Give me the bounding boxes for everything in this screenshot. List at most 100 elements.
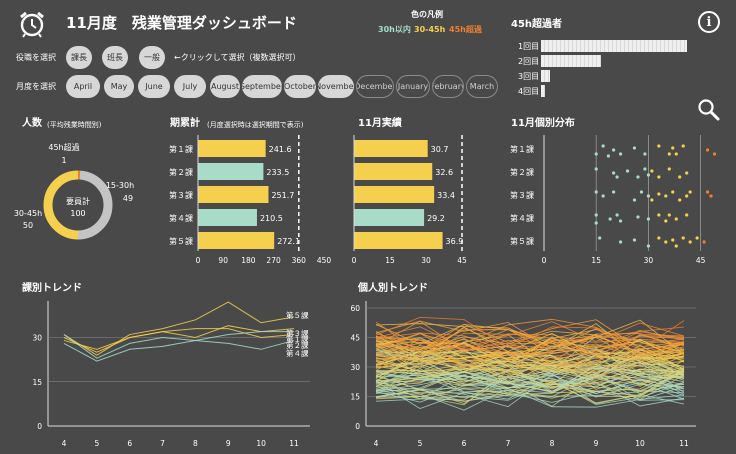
- axis-tick-label: 7: [160, 439, 165, 448]
- search-icon[interactable]: [697, 98, 721, 122]
- person-line: [375, 334, 685, 369]
- axis-tick-label: 30: [644, 256, 654, 265]
- month-filter: April May June July August September October No…: [66, 75, 506, 98]
- month-button-january[interactable]: January: [396, 75, 430, 98]
- axis-tick-label: 6: [462, 439, 467, 448]
- person-line: [375, 365, 685, 392]
- info-icon[interactable]: i: [698, 11, 720, 33]
- scatter-point: [594, 152, 598, 156]
- scatter-point: [608, 217, 612, 221]
- role-button-1[interactable]: 課長: [66, 46, 92, 69]
- axis-tick-label: 6: [127, 439, 132, 448]
- scatter-point: [639, 190, 644, 194]
- axis-tick-label: 9: [594, 439, 599, 448]
- bar-value-label: 272.1: [277, 237, 300, 246]
- role-button-3[interactable]: 一般: [139, 46, 165, 69]
- scatter-point: [606, 154, 610, 158]
- axis-tick-label: 10: [256, 439, 266, 448]
- person-line: [375, 321, 685, 349]
- donut-slice: [77, 170, 113, 240]
- bar-value-label: 233.5: [266, 168, 289, 177]
- person-line: [375, 319, 685, 355]
- donut-slice-label: 15-30h: [106, 181, 134, 190]
- scatter-point: [632, 198, 637, 202]
- axis-tick-label: 4: [374, 439, 379, 448]
- axis-tick-label: 60: [350, 304, 360, 313]
- donut-slice-label: 45h超過: [48, 142, 79, 152]
- bar: [354, 186, 435, 203]
- axis-tick-label: 15: [385, 256, 395, 265]
- alarm-clock-icon: [20, 11, 44, 38]
- bar: [198, 140, 266, 157]
- scatter-point: [678, 175, 682, 179]
- axis-tick-label: 5: [418, 439, 423, 448]
- donut-center-label: 要員計: [66, 196, 90, 206]
- november-bar-chart: 30.7 32.6 33.4 29.2 36.9 0 15 30 45: [352, 135, 467, 265]
- month-button-may[interactable]: May: [104, 75, 134, 98]
- axis-tick-label: 5: [94, 439, 99, 448]
- month-button-june[interactable]: June: [138, 75, 170, 98]
- person-line: [375, 343, 685, 373]
- axis-tick-label: 45: [457, 256, 467, 265]
- month-button-march[interactable]: March: [466, 75, 498, 98]
- axis-tick-label: 45: [350, 334, 360, 343]
- month-button-september[interactable]: September: [242, 75, 282, 98]
- over45-title: 45h超過者: [511, 19, 563, 30]
- role-button-2[interactable]: 班長: [102, 46, 128, 69]
- axis-tick-label: 360: [292, 256, 307, 265]
- month-button-april[interactable]: April: [66, 75, 100, 98]
- person-line: [375, 321, 685, 354]
- person-line: [375, 354, 685, 390]
- donut-slice-value: 49: [123, 194, 133, 203]
- headcount-donut-chart: 要員計 100 45h超過 1 15-30h 49 30-45h 50: [14, 142, 134, 240]
- person-line: [375, 326, 685, 361]
- scatter-point: [667, 152, 671, 156]
- scatter-point: [678, 198, 682, 202]
- axis-tick-label: 11: [679, 439, 689, 448]
- month-button-october[interactable]: October: [284, 75, 316, 98]
- axis-tick-label: 15: [591, 256, 601, 265]
- scatter-point: [685, 171, 689, 175]
- axis-tick-label: 0: [37, 422, 42, 431]
- scatter-point: [646, 173, 650, 177]
- over45-chart: 1回目 2回目 3回目 4回目: [515, 40, 695, 98]
- scatter-point: [681, 144, 685, 148]
- scatter-point: [612, 171, 616, 175]
- dept-trend-title: 課別トレンド: [22, 283, 82, 294]
- scatter-point: [702, 240, 706, 244]
- month-button-february[interactable]: February: [432, 75, 464, 98]
- scatter-point: [657, 192, 661, 196]
- axis-tick-label: 180: [241, 256, 256, 265]
- scatter-point: [636, 215, 640, 219]
- axis-tick-label: 270: [266, 256, 281, 265]
- month-filter-label: 月度を選択: [16, 82, 56, 91]
- scatter-point: [618, 240, 623, 244]
- bar-value-label: 32.6: [435, 168, 453, 177]
- person-line: [375, 332, 685, 360]
- axis-tick-label: 0: [352, 256, 357, 265]
- month-button-november[interactable]: November: [318, 75, 354, 98]
- scatter-point: [705, 148, 710, 152]
- month-button-december[interactable]: December: [356, 75, 394, 98]
- axis-tick-label: 10: [635, 439, 645, 448]
- scatter-point: [657, 144, 661, 148]
- axis-tick-label: 45: [696, 256, 706, 265]
- cumulative-title: 期累計: [170, 118, 200, 129]
- over45-row-bar: [541, 40, 687, 52]
- month-button-july[interactable]: July: [174, 75, 206, 98]
- over45-row-label: 3回目: [518, 72, 540, 81]
- legend-item-over45: 45h超過: [449, 25, 482, 34]
- axis-tick-label: 0: [542, 256, 547, 265]
- bar-value-label: 210.5: [260, 214, 283, 223]
- scatter-point: [612, 148, 616, 152]
- axis-tick-label: 15: [350, 393, 360, 402]
- scatter-point: [664, 194, 668, 198]
- bar-category-label: 第４課: [169, 213, 193, 223]
- scatter-point: [685, 194, 689, 198]
- axis-tick-label: 450: [317, 256, 332, 265]
- month-button-august[interactable]: August: [210, 75, 240, 98]
- scatter-point: [712, 152, 717, 156]
- bar-value-label: 29.2: [427, 214, 445, 223]
